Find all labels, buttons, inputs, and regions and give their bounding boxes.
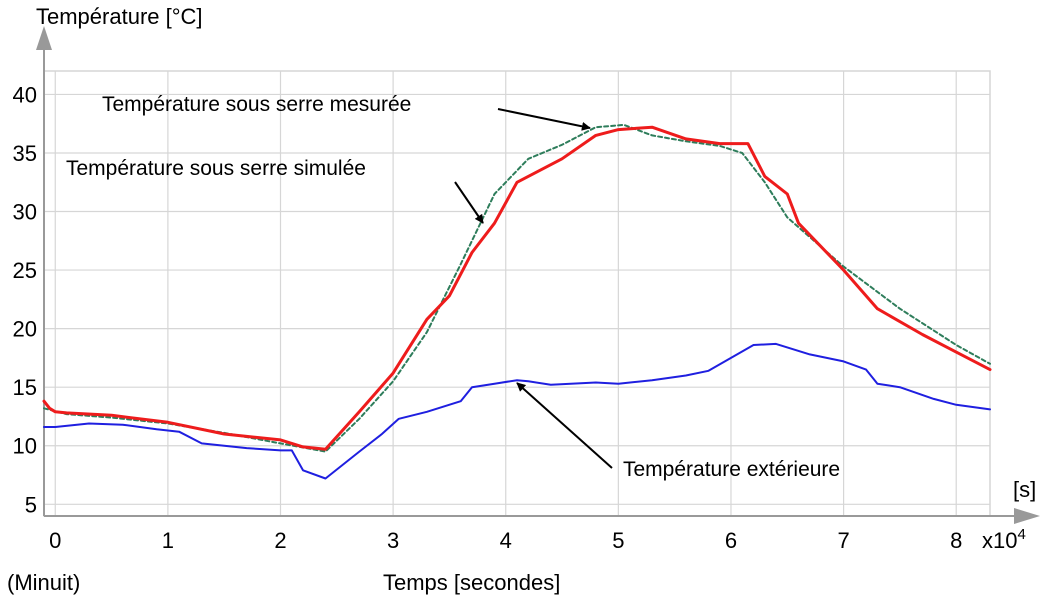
annotation-measured-arrow bbox=[497, 108, 591, 131]
y-tick-label: 40 bbox=[13, 82, 37, 107]
series-layer bbox=[42, 123, 992, 480]
annotation-measured-label: Température sous serre mesurée bbox=[102, 93, 411, 116]
y-tick-label: 20 bbox=[13, 317, 37, 342]
annotations: Température sous serre mesurée Températu… bbox=[66, 93, 840, 481]
x-axis-unit: [s] bbox=[1013, 477, 1036, 502]
annotation-outside-arrow bbox=[516, 382, 613, 469]
annotation-simulated-arrow bbox=[454, 181, 484, 224]
series-line-simulated bbox=[42, 125, 992, 451]
y-tick-label: 5 bbox=[25, 492, 37, 517]
grid bbox=[44, 71, 990, 516]
x-tick-label: 4 bbox=[500, 528, 512, 553]
x-tick-label: 7 bbox=[837, 528, 849, 553]
annotation-simulated-label: Température sous serre simulée bbox=[66, 157, 366, 180]
tick-layer: 0 1 2 3 4 5 6 7 8 5 10 15 20 25 30 35 40 bbox=[13, 82, 963, 553]
x-tick-label: 3 bbox=[387, 528, 399, 553]
y-tick-label: 15 bbox=[13, 375, 37, 400]
x-axis-title: Temps [secondes] bbox=[383, 570, 560, 595]
y-tick-label: 35 bbox=[13, 141, 37, 166]
x-multiplier-exponent: 4 bbox=[1017, 526, 1025, 543]
y-tick-label: 25 bbox=[13, 258, 37, 283]
x-tick-label: 2 bbox=[274, 528, 286, 553]
x-tick-label: 5 bbox=[612, 528, 624, 553]
y-axis-arrowhead bbox=[36, 26, 52, 50]
x-tick-label: 8 bbox=[950, 528, 962, 553]
y-axis-title: Température [°C] bbox=[36, 4, 203, 29]
x-tick-label: 6 bbox=[725, 528, 737, 553]
x-tick-label: 0 bbox=[49, 528, 61, 553]
x-axis-arrowhead bbox=[1014, 508, 1040, 524]
y-tick-label: 10 bbox=[13, 434, 37, 459]
x-multiplier-base: x10 bbox=[982, 528, 1017, 553]
x-origin-note: (Minuit) bbox=[7, 570, 80, 595]
annotation-outside-label: Température extérieure bbox=[623, 458, 840, 481]
plot-frame bbox=[43, 70, 991, 517]
y-tick-label: 30 bbox=[13, 200, 37, 225]
x-tick-label: 1 bbox=[162, 528, 174, 553]
x-axis-multiplier: x104 bbox=[982, 526, 1026, 553]
series-line-outside bbox=[43, 342, 991, 480]
